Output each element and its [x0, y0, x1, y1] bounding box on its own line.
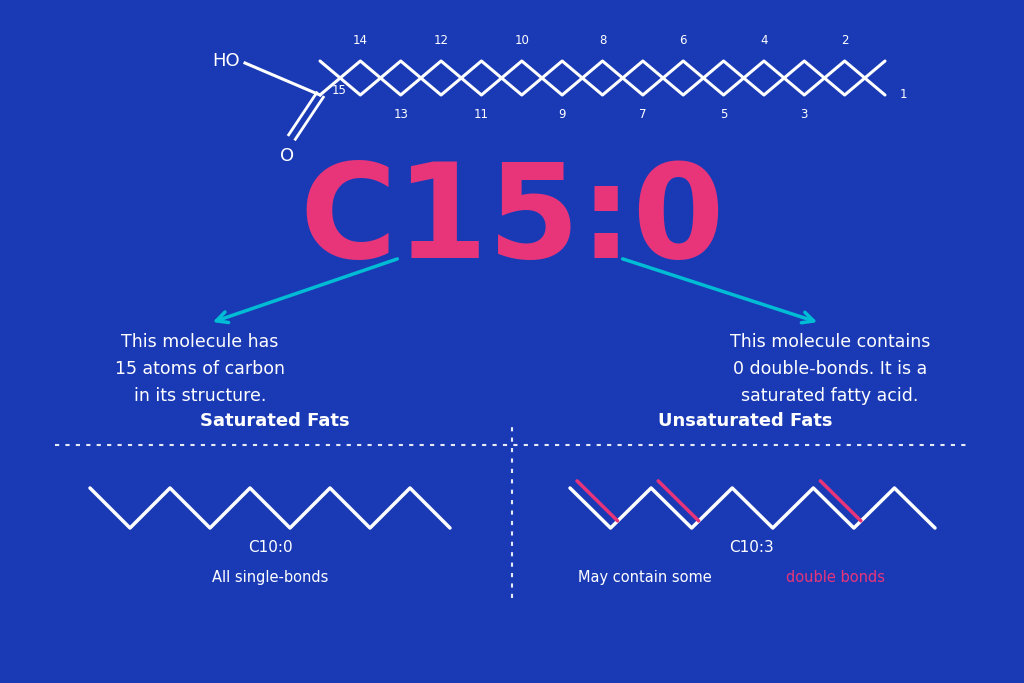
Text: C10:3: C10:3	[730, 540, 774, 555]
Text: 11: 11	[474, 108, 488, 121]
Text: May contain some: May contain some	[578, 570, 717, 585]
Text: Saturated Fats: Saturated Fats	[200, 412, 350, 430]
Text: This molecule has
15 atoms of carbon
in its structure.: This molecule has 15 atoms of carbon in …	[115, 333, 285, 405]
Text: 10: 10	[514, 34, 529, 47]
Text: O: O	[280, 147, 294, 165]
Text: 5: 5	[720, 108, 727, 121]
Text: 2: 2	[841, 34, 849, 47]
Text: C10:0: C10:0	[248, 540, 292, 555]
Text: This molecule contains
0 double-bonds. It is a
saturated fatty acid.: This molecule contains 0 double-bonds. I…	[730, 333, 930, 405]
Text: 7: 7	[639, 108, 646, 121]
Text: All single-bonds: All single-bonds	[212, 570, 328, 585]
Text: 4: 4	[760, 34, 768, 47]
Text: 9: 9	[558, 108, 566, 121]
Text: 8: 8	[599, 34, 606, 47]
Text: 14: 14	[353, 34, 368, 47]
Text: 6: 6	[680, 34, 687, 47]
Text: C15:0: C15:0	[299, 158, 725, 285]
Text: 15: 15	[332, 83, 347, 96]
Text: 3: 3	[801, 108, 808, 121]
Text: 12: 12	[433, 34, 449, 47]
Text: double bonds: double bonds	[786, 570, 885, 585]
Text: HO: HO	[212, 52, 240, 70]
Text: 1: 1	[900, 89, 907, 102]
Text: Unsaturated Fats: Unsaturated Fats	[657, 412, 833, 430]
Text: 13: 13	[393, 108, 409, 121]
